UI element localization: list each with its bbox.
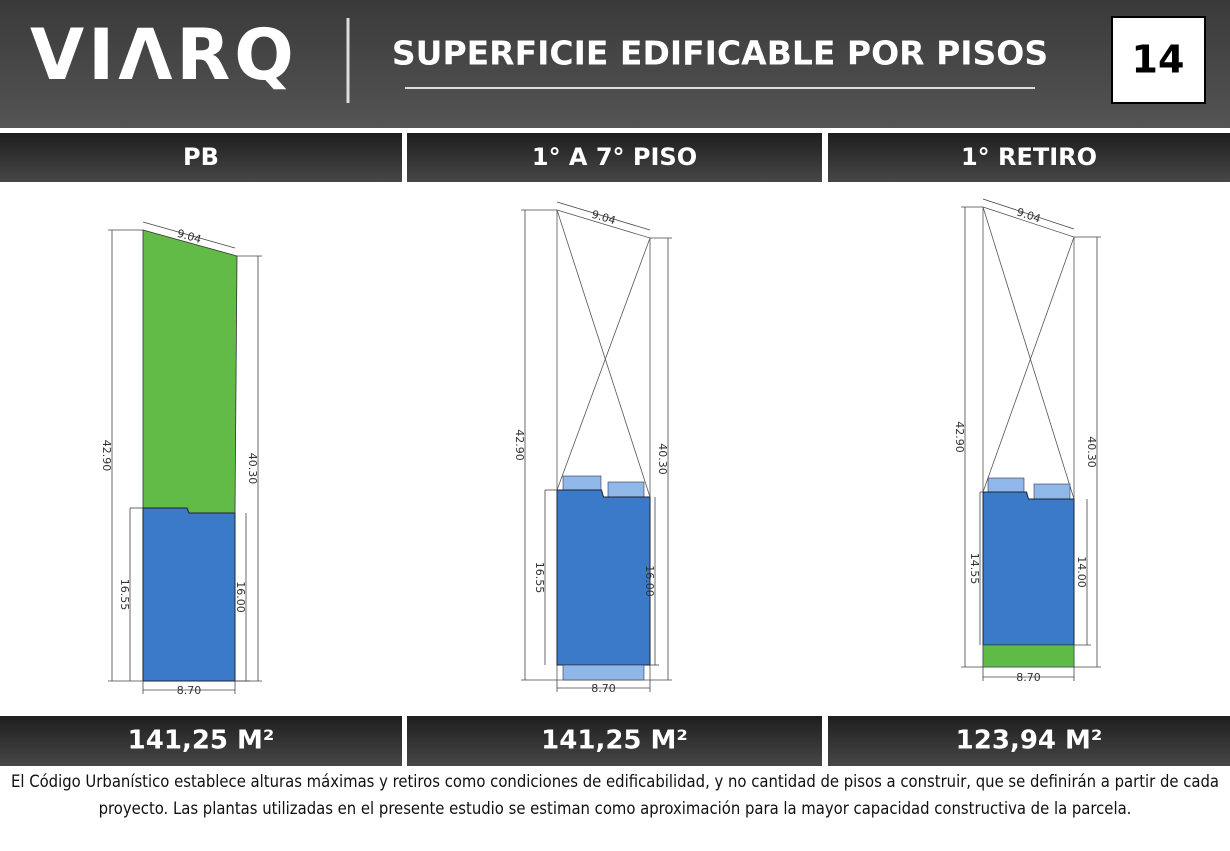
back-strip xyxy=(562,664,645,681)
dimension-label: 42.90 xyxy=(100,440,113,472)
panel-area-bar xyxy=(0,716,402,766)
dimension-label: 9.04 xyxy=(176,227,203,246)
back-strip xyxy=(982,644,1075,668)
dimension-label: 14.55 xyxy=(968,553,981,585)
header-bar xyxy=(0,0,1230,128)
panel-title: 1° A 7° PISO xyxy=(532,143,697,171)
panel-area-bar xyxy=(407,716,822,766)
built-area xyxy=(142,507,236,682)
logo: VIΛRQ xyxy=(30,14,298,96)
panel-title-bar xyxy=(407,133,822,182)
built-area xyxy=(982,491,1075,646)
dimension-label: 8.70 xyxy=(1016,671,1041,684)
balcony xyxy=(607,481,645,499)
dimension-label: 42.90 xyxy=(513,429,526,461)
dimension-label: 40.30 xyxy=(656,443,669,475)
built-area xyxy=(556,489,651,666)
dimension-label: 16.00 xyxy=(234,581,247,613)
dimension-label: 16.55 xyxy=(533,562,546,594)
dimension-label: 42.90 xyxy=(953,421,966,453)
cross-line xyxy=(556,209,651,498)
panel-title-bar xyxy=(828,133,1230,182)
panel-area-bar xyxy=(828,716,1230,766)
panel-title: PB xyxy=(183,143,219,171)
dimension-label: 40.30 xyxy=(1085,436,1098,468)
dimension-label: 8.70 xyxy=(177,684,202,697)
dimension-label: 16.55 xyxy=(118,579,131,611)
balcony xyxy=(987,477,1025,494)
cross-line xyxy=(556,237,651,491)
cross-line xyxy=(982,236,1075,493)
dimension-line xyxy=(556,201,651,231)
dimension-line xyxy=(982,198,1075,230)
dimension-label: 14.00 xyxy=(1075,556,1088,588)
sheet: VIΛRQ SUPERFICIE EDIFICABLE POR PISOS 14… xyxy=(0,0,1230,766)
panel-area: 123,94 M² xyxy=(956,726,1103,756)
panel-title-bar xyxy=(0,133,402,182)
cross-line xyxy=(982,206,1075,500)
panel-title: 1° RETIRO xyxy=(961,143,1097,171)
dimension-label: 8.70 xyxy=(591,682,616,695)
page-box xyxy=(1111,16,1206,104)
panel-area: 141,25 M² xyxy=(128,726,275,756)
footer-note: El Código Urbanístico establece alturas … xyxy=(10,772,1220,818)
dimension-label: 40.30 xyxy=(246,453,259,485)
open-area xyxy=(142,229,238,514)
header-title: SUPERFICIE EDIFICABLE POR PISOS xyxy=(392,34,1048,73)
page-number: 14 xyxy=(1132,38,1185,82)
dimension-label: 16.00 xyxy=(643,565,656,597)
dimension-line xyxy=(142,221,236,249)
panel-area: 141,25 M² xyxy=(541,726,688,756)
balcony xyxy=(1033,483,1071,500)
